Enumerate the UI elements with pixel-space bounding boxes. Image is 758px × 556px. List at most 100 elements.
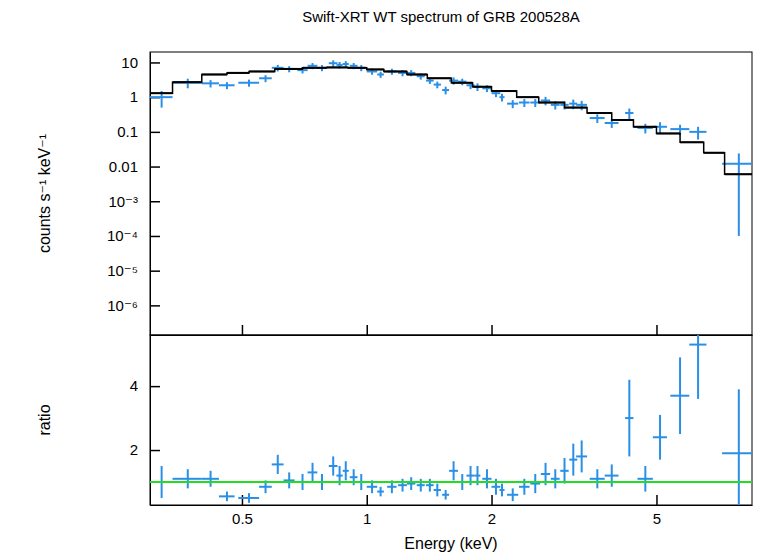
y-error-bar bbox=[738, 389, 740, 505]
x-tick: 1 bbox=[363, 495, 371, 527]
tick-mark bbox=[150, 386, 160, 388]
data-point bbox=[576, 101, 587, 110]
data-point bbox=[434, 82, 441, 89]
y-tick: 10⁻⁵ bbox=[107, 262, 160, 279]
x-axis-title: Energy (keV) bbox=[404, 535, 497, 552]
tick-mark bbox=[656, 325, 658, 335]
data-point bbox=[407, 477, 415, 490]
tick-mark bbox=[150, 305, 160, 307]
model-step bbox=[473, 86, 492, 88]
tick-mark bbox=[150, 270, 160, 272]
y-tick: 2 bbox=[130, 441, 160, 458]
y-error-bar bbox=[288, 472, 290, 488]
y-error-bar bbox=[545, 97, 547, 106]
y-error-bar bbox=[402, 479, 404, 492]
y-tick-label: 10⁻⁶ bbox=[107, 297, 138, 314]
model-step bbox=[427, 77, 451, 79]
data-point bbox=[507, 100, 518, 108]
y-tick-label: 1 bbox=[130, 88, 138, 105]
y-error-bar bbox=[436, 484, 438, 497]
tick-mark bbox=[150, 450, 160, 452]
y-error-bar bbox=[277, 455, 279, 474]
data-point bbox=[398, 479, 407, 492]
data-point bbox=[442, 490, 449, 500]
model-outline bbox=[150, 67, 752, 174]
y-tick: 10⁻³ bbox=[108, 193, 160, 210]
y-error-bar bbox=[332, 60, 334, 66]
data-point bbox=[219, 492, 235, 502]
y-error-bar bbox=[486, 469, 488, 488]
y-tick: 10 bbox=[121, 54, 160, 71]
y-error-bar bbox=[628, 109, 630, 120]
tick-mark bbox=[150, 236, 160, 238]
x-tick-label: 0.5 bbox=[232, 510, 253, 527]
data-point bbox=[173, 79, 202, 89]
tick-mark bbox=[150, 201, 160, 203]
x-axis: 0.5125 bbox=[151, 495, 753, 527]
y-error-bar bbox=[596, 469, 598, 488]
plot-area bbox=[150, 60, 752, 236]
tick-mark bbox=[150, 166, 160, 168]
model-step bbox=[202, 73, 227, 75]
x-tick-label: 1 bbox=[363, 510, 371, 527]
data-point bbox=[560, 458, 568, 484]
y-error-bar bbox=[581, 440, 583, 472]
y-error-bar bbox=[554, 469, 556, 488]
model-step bbox=[680, 141, 704, 143]
data-point bbox=[219, 82, 235, 89]
y-error-bar bbox=[210, 80, 212, 87]
data-point bbox=[272, 455, 284, 474]
data-point bbox=[499, 94, 504, 102]
x-error-bar bbox=[722, 452, 752, 454]
model-step bbox=[407, 73, 427, 75]
y-error-bar bbox=[410, 477, 412, 490]
tick-mark bbox=[242, 495, 244, 505]
y-error-bar bbox=[312, 463, 314, 482]
model-step bbox=[451, 82, 472, 84]
tick-mark bbox=[242, 325, 244, 335]
data-point bbox=[722, 389, 752, 505]
y-axis: 1010.10.0110⁻³10⁻⁴10⁻⁵10⁻⁶ bbox=[107, 53, 160, 336]
data-point bbox=[689, 335, 706, 399]
data-point bbox=[625, 109, 633, 120]
y-error-bar bbox=[436, 82, 438, 89]
axis-line bbox=[150, 336, 151, 506]
y-error-bar bbox=[380, 487, 382, 497]
model-step bbox=[539, 102, 565, 104]
data-point bbox=[638, 466, 653, 492]
data-point bbox=[530, 474, 540, 493]
y-error-bar bbox=[501, 94, 503, 102]
data-point bbox=[238, 80, 259, 87]
y-error-bar bbox=[512, 488, 514, 501]
y-error-bar bbox=[628, 380, 630, 457]
model-step bbox=[704, 152, 725, 154]
data-point bbox=[590, 114, 605, 123]
data-point bbox=[653, 415, 667, 460]
y-error-bar bbox=[226, 492, 228, 502]
data-point bbox=[202, 471, 219, 487]
y-error-bar bbox=[523, 99, 525, 107]
model-step bbox=[367, 68, 384, 70]
tick-mark bbox=[366, 325, 368, 335]
model-step bbox=[227, 72, 249, 74]
data-point bbox=[590, 469, 605, 488]
y-tick-label: 0.01 bbox=[109, 158, 138, 175]
reference-line bbox=[150, 481, 752, 483]
y-error-bar bbox=[534, 99, 536, 107]
data-point bbox=[426, 479, 434, 492]
y-axis: 24 bbox=[130, 336, 160, 506]
model-step bbox=[173, 81, 202, 83]
data-point bbox=[689, 127, 706, 140]
y-error-bar bbox=[445, 87, 447, 95]
data-point bbox=[625, 380, 633, 457]
y-error-bar bbox=[611, 464, 613, 486]
model-step bbox=[725, 173, 752, 175]
x-tick: 2 bbox=[488, 495, 496, 527]
data-point bbox=[569, 444, 577, 476]
y-error-bar bbox=[596, 114, 598, 123]
data-point bbox=[482, 469, 491, 488]
y-error-bar bbox=[453, 461, 455, 480]
y-error-bar bbox=[564, 458, 566, 484]
tick-mark bbox=[366, 495, 368, 505]
y-tick-label: 2 bbox=[130, 441, 138, 458]
